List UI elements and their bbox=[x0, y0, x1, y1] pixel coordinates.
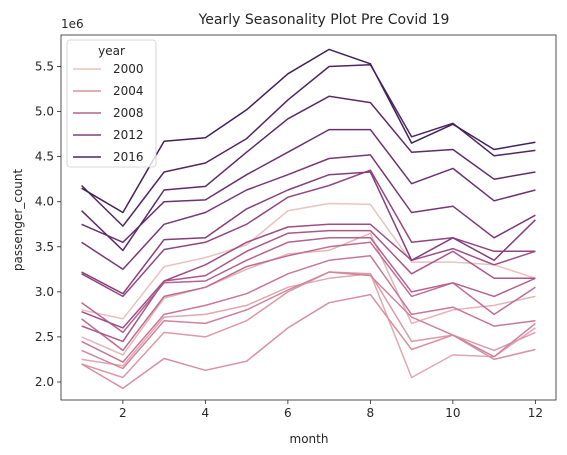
y-tick-label: 3.0 bbox=[35, 285, 54, 299]
series-line-2012 bbox=[81, 171, 536, 295]
y-scale-label: 1e6 bbox=[61, 17, 84, 31]
series-line-2002 bbox=[81, 273, 536, 379]
legend-box bbox=[66, 39, 157, 168]
legend: year 2000 2004 2008 2012 2016 bbox=[66, 39, 157, 168]
series-line-2005 bbox=[81, 271, 536, 370]
series-line-2014 bbox=[81, 128, 536, 244]
legend-entry-2008: 2008 bbox=[113, 106, 144, 120]
x-tick-label: 8 bbox=[367, 406, 375, 420]
y-axis-ticks: 2.0 2.5 3.0 3.5 4.0 4.5 5.0 5.5 bbox=[35, 60, 61, 389]
legend-entry-2004: 2004 bbox=[113, 84, 144, 98]
series-lines bbox=[81, 48, 536, 390]
chart-title: Yearly Seasonality Plot Pre Covid 19 bbox=[198, 12, 450, 28]
series-line-2003 bbox=[81, 271, 536, 379]
legend-title: year bbox=[98, 44, 125, 58]
y-tick-label: 4.5 bbox=[35, 150, 54, 164]
series-line-2010 bbox=[81, 223, 536, 329]
x-tick-label: 10 bbox=[445, 406, 460, 420]
series-line-2011 bbox=[81, 169, 536, 298]
x-axis-label: month bbox=[290, 432, 329, 446]
series-line-2006 bbox=[81, 255, 536, 363]
series-line-2007 bbox=[81, 241, 536, 352]
x-tick-label: 2 bbox=[119, 406, 127, 420]
legend-entry-2000: 2000 bbox=[113, 62, 144, 76]
y-axis-label: passenger_count bbox=[11, 169, 25, 272]
y-tick-label: 3.5 bbox=[35, 240, 54, 254]
series-line-2009 bbox=[81, 229, 536, 343]
legend-entry-2012: 2012 bbox=[113, 128, 144, 142]
y-tick-label: 2.5 bbox=[35, 330, 54, 344]
series-line-2013 bbox=[81, 154, 536, 271]
series-line-2017 bbox=[81, 48, 536, 214]
series-line-2001 bbox=[81, 232, 536, 356]
plot-frame bbox=[60, 34, 557, 401]
y-tick-label: 5.0 bbox=[35, 105, 54, 119]
legend-entry-2016: 2016 bbox=[113, 150, 144, 164]
x-tick-label: 6 bbox=[284, 406, 292, 420]
y-tick-label: 2.0 bbox=[35, 375, 54, 389]
series-line-2000 bbox=[81, 202, 536, 320]
x-tick-label: 12 bbox=[528, 406, 543, 420]
y-tick-label: 4.0 bbox=[35, 195, 54, 209]
y-tick-label: 5.5 bbox=[35, 60, 54, 74]
x-tick-label: 4 bbox=[202, 406, 210, 420]
x-axis-ticks: 2 4 6 8 10 12 bbox=[119, 400, 543, 420]
series-line-2015 bbox=[81, 95, 536, 252]
